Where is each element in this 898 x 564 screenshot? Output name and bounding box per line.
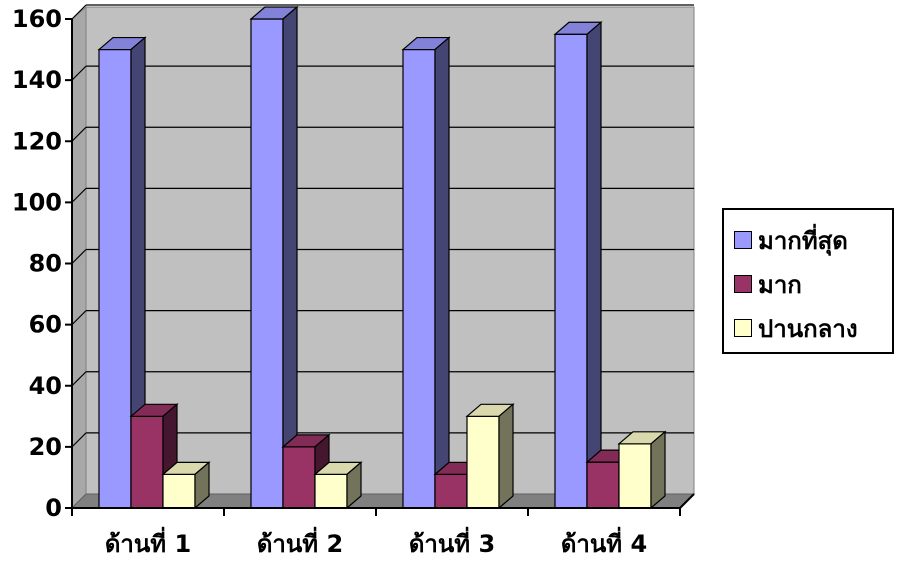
gridline-side xyxy=(71,187,87,203)
bar-front xyxy=(618,443,652,509)
bar xyxy=(465,403,515,510)
x-axis-ticks: ด้านที่ 1 ด้านที่ 2 ด้านที่ 3 ด้านที่ 4 xyxy=(71,508,681,558)
legend-swatch-series-2 xyxy=(734,275,752,293)
plot-side-wall xyxy=(71,5,87,510)
legend-label-series-1: มากที่สุด xyxy=(758,226,848,255)
bar xyxy=(97,36,147,510)
y-tick-label: 80 xyxy=(29,250,62,278)
bar-front xyxy=(554,33,588,509)
bar-side xyxy=(498,403,514,510)
bars xyxy=(97,5,667,510)
legend-item-series-1: มากที่สุด xyxy=(734,218,892,262)
y-tick-label: 160 xyxy=(12,5,62,33)
bar xyxy=(553,20,603,510)
bar-front xyxy=(434,473,468,509)
bar-front xyxy=(162,473,196,509)
bar-side xyxy=(650,430,666,510)
bar-front xyxy=(314,473,348,509)
x-tick-label: ด้านที่ 4 xyxy=(561,526,647,558)
bar-front xyxy=(282,446,316,509)
legend-item-series-3: ปานกลาง xyxy=(734,306,892,350)
legend: มากที่สุด มาก ปานกลาง xyxy=(722,208,894,354)
bar-front xyxy=(466,415,500,509)
gridline-side xyxy=(71,432,87,448)
y-tick-label: 40 xyxy=(29,372,62,400)
bar-front xyxy=(402,48,436,509)
bar-side xyxy=(194,461,210,510)
bar-front xyxy=(130,415,164,509)
y-tick-label: 60 xyxy=(29,311,62,339)
gridline-side xyxy=(71,371,87,387)
legend-swatch-series-3 xyxy=(734,319,752,337)
y-tick-label: 140 xyxy=(12,66,62,94)
bar xyxy=(617,430,667,510)
bar xyxy=(249,5,299,510)
x-axis-depth-line xyxy=(679,493,695,509)
bar-side xyxy=(282,5,298,510)
legend-label-series-2: มาก xyxy=(758,270,802,299)
gridline-side xyxy=(71,4,87,20)
bar-side xyxy=(586,20,602,510)
bar xyxy=(161,461,211,510)
gridline-side xyxy=(71,249,87,264)
bar-front xyxy=(586,461,620,509)
bar xyxy=(313,461,363,510)
legend-item-series-2: มาก xyxy=(734,262,892,306)
y-tick-label: 100 xyxy=(12,188,62,216)
legend-label-series-3: ปานกลาง xyxy=(758,314,858,343)
bar xyxy=(401,36,451,510)
legend-swatch-series-1 xyxy=(734,231,752,249)
bar-front xyxy=(250,18,284,509)
x-tick-label: ด้านที่ 1 xyxy=(105,526,191,558)
bar-side xyxy=(346,461,362,510)
gridline-side xyxy=(71,126,87,142)
y-axis-ticks: 0 20 40 60 80 100 120 140 160 xyxy=(12,5,72,522)
gridline-side xyxy=(71,310,87,326)
gridline-side xyxy=(71,65,87,81)
y-tick-label: 120 xyxy=(12,127,62,155)
x-tick-label: ด้านที่ 2 xyxy=(257,526,343,558)
y-tick-label: 20 xyxy=(29,433,62,461)
x-tick-label: ด้านที่ 3 xyxy=(409,526,495,558)
bar-side xyxy=(434,36,450,510)
y-tick-label: 0 xyxy=(45,494,62,522)
bar-front xyxy=(98,48,132,509)
